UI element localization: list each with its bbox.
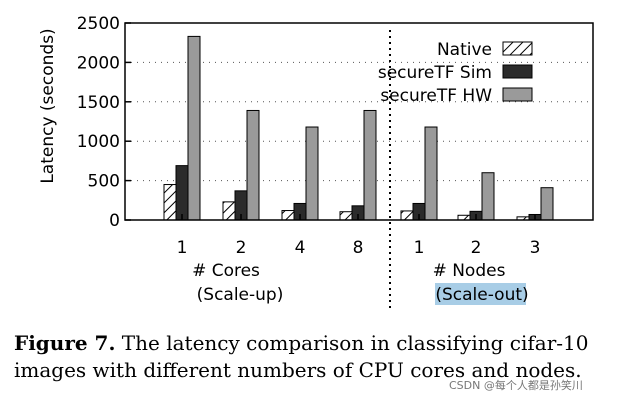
bar-securetf-hw-5 — [424, 126, 438, 221]
watermark: CSDN @每个人都是孙笑川 — [449, 379, 583, 392]
legend-swatch-securetf-hw — [502, 87, 533, 102]
legend-swatch-securetf-sim — [502, 64, 533, 79]
figure-label: Figure 7. — [14, 331, 116, 355]
x-tick-label: 8 — [353, 238, 364, 258]
legend-swatch-native — [502, 41, 533, 56]
x-tick-label: 2 — [471, 238, 482, 258]
plot-frame — [124, 22, 594, 221]
y-tick-label: 2000 — [77, 53, 120, 73]
bars — [163, 35, 554, 221]
bar-securetf-hw-6 — [481, 172, 495, 221]
bar-securetf-sim-1 — [175, 165, 189, 221]
y-tick-label: 500 — [88, 172, 120, 192]
legend-label-native: Native — [437, 40, 492, 60]
group-sublabel-scale-up: (Scale-up) — [197, 285, 284, 305]
x-tick-label: 2 — [236, 238, 247, 258]
x-tick-label: 1 — [177, 238, 188, 258]
bar-native-1 — [163, 184, 177, 221]
x-tick-label: 1 — [414, 238, 425, 258]
bar-securetf-hw-3 — [305, 126, 319, 221]
figure-caption: Figure 7. The latency comparison in clas… — [14, 330, 619, 384]
y-axis-label: Latency (seconds) — [38, 28, 58, 183]
bar-securetf-hw-4 — [363, 109, 377, 221]
bar-securetf-hw-2 — [246, 109, 260, 221]
y-tick-label: 1000 — [77, 132, 120, 152]
grid-lines — [125, 61, 593, 182]
figure-caption-text: The latency comparison in classifying ci… — [14, 331, 589, 382]
scale-out-highlight — [435, 283, 526, 305]
bar-securetf-hw-7 — [540, 187, 554, 221]
group-label-nodes: # Nodes — [433, 261, 506, 281]
group-label-cores: # Cores — [192, 261, 260, 281]
y-tick-label: 2500 — [77, 14, 120, 34]
group-sublabel-scale-out: (Scale-out) — [435, 285, 528, 305]
x-tick-label: 3 — [530, 238, 541, 258]
y-axis-ticks: 0 500 1000 1500 2000 2500 — [77, 14, 131, 231]
bar-securetf-hw-1 — [187, 35, 201, 221]
bar-native-3 — [281, 210, 295, 221]
legend-label-securetf-hw: secureTF HW — [380, 86, 492, 106]
bar-native-5 — [400, 210, 414, 221]
y-tick-label: 0 — [109, 211, 120, 231]
legend-label-securetf-sim: secureTF Sim — [378, 63, 492, 83]
bar-native-2 — [222, 201, 236, 221]
legend: Native secureTF Sim secureTF HW — [378, 40, 533, 106]
y-tick-label: 1500 — [77, 93, 120, 113]
x-tick-label: 4 — [295, 238, 306, 258]
bar-native-4 — [339, 211, 353, 221]
